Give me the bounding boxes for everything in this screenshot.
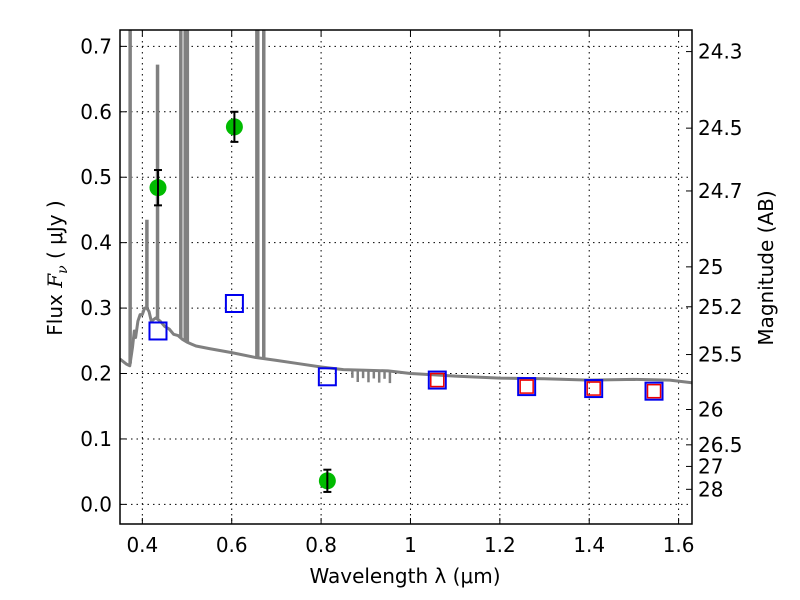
sed-continuum: [120, 306, 692, 385]
model-flux-square-blue: [584, 379, 604, 399]
y-tick-label: 0.2: [80, 362, 112, 386]
y-tick-label: 0.6: [80, 100, 112, 124]
model-flux-square-red: [586, 381, 601, 396]
y-axis-label-prefix: Flux: [43, 288, 67, 336]
y2-tick-label: 24.3: [698, 40, 743, 64]
x-axis-ticks: 0.4 0.6 0.8 1 1.2 1.4 1.6: [126, 30, 695, 557]
y-tick-label: 0.5: [80, 165, 112, 189]
y2-tick-label: 27: [698, 454, 723, 478]
x-axis-label: Wavelength λ (μm): [309, 564, 500, 588]
y-axis-label: Flux Fν ( μJy ): [43, 200, 71, 335]
x-tick-label: 1.2: [484, 533, 516, 557]
model-flux-square-blue: [148, 321, 168, 341]
x-tick-label: 0.8: [305, 533, 337, 557]
x-tick-label: 0.4: [126, 533, 158, 557]
model-flux-square-blue: [224, 293, 244, 313]
y2-tick-label: 28: [698, 477, 723, 501]
model-flux-square-blue: [517, 377, 537, 397]
x-tick-label: 0.6: [216, 533, 248, 557]
y-tick-label: 0.4: [80, 231, 112, 255]
y2-tick-label: 26: [698, 397, 723, 421]
x-tick-label: 1.6: [663, 533, 695, 557]
grid-lines: [120, 30, 692, 524]
y-tick-label: 0.1: [80, 427, 112, 451]
y-tick-label: 0.3: [80, 296, 112, 320]
y-axis-label-symbol: F: [43, 273, 67, 289]
y-axis-label-unit: ( μJy ): [43, 200, 67, 265]
y-axis-label-subscript: ν: [55, 265, 71, 274]
y-tick-label: 0.7: [80, 34, 112, 58]
y2-tick-label: 26.5: [698, 433, 743, 457]
y-axis-ticks: 0.0 0.1 0.2 0.3 0.4 0.5 0.6 0.7: [80, 34, 126, 516]
y2-tick-label: 25.5: [698, 343, 743, 367]
y2-tick-label: 25.2: [698, 295, 743, 319]
y2-axis-label: Magnitude (AB): [754, 190, 778, 345]
model-flux-square-blue: [427, 370, 447, 390]
plot-frame: [119, 29, 693, 525]
model-flux-square-red: [430, 372, 445, 388]
model-flux-square-blue: [644, 381, 664, 401]
photometry-markers: [148, 110, 664, 493]
y2-tick-label: 24.5: [698, 116, 743, 140]
y2-tick-label: 24.7: [698, 179, 743, 203]
x-tick-label: 1: [404, 533, 417, 557]
y-tick-label: 0.0: [80, 492, 112, 516]
sed-model-line: [120, 30, 692, 385]
model-flux-square-blue: [317, 367, 337, 387]
x-tick-label: 1.4: [573, 533, 605, 557]
model-flux-square-red: [519, 379, 534, 394]
y2-tick-label: 25: [698, 255, 723, 279]
model-flux-square-red: [646, 383, 662, 399]
